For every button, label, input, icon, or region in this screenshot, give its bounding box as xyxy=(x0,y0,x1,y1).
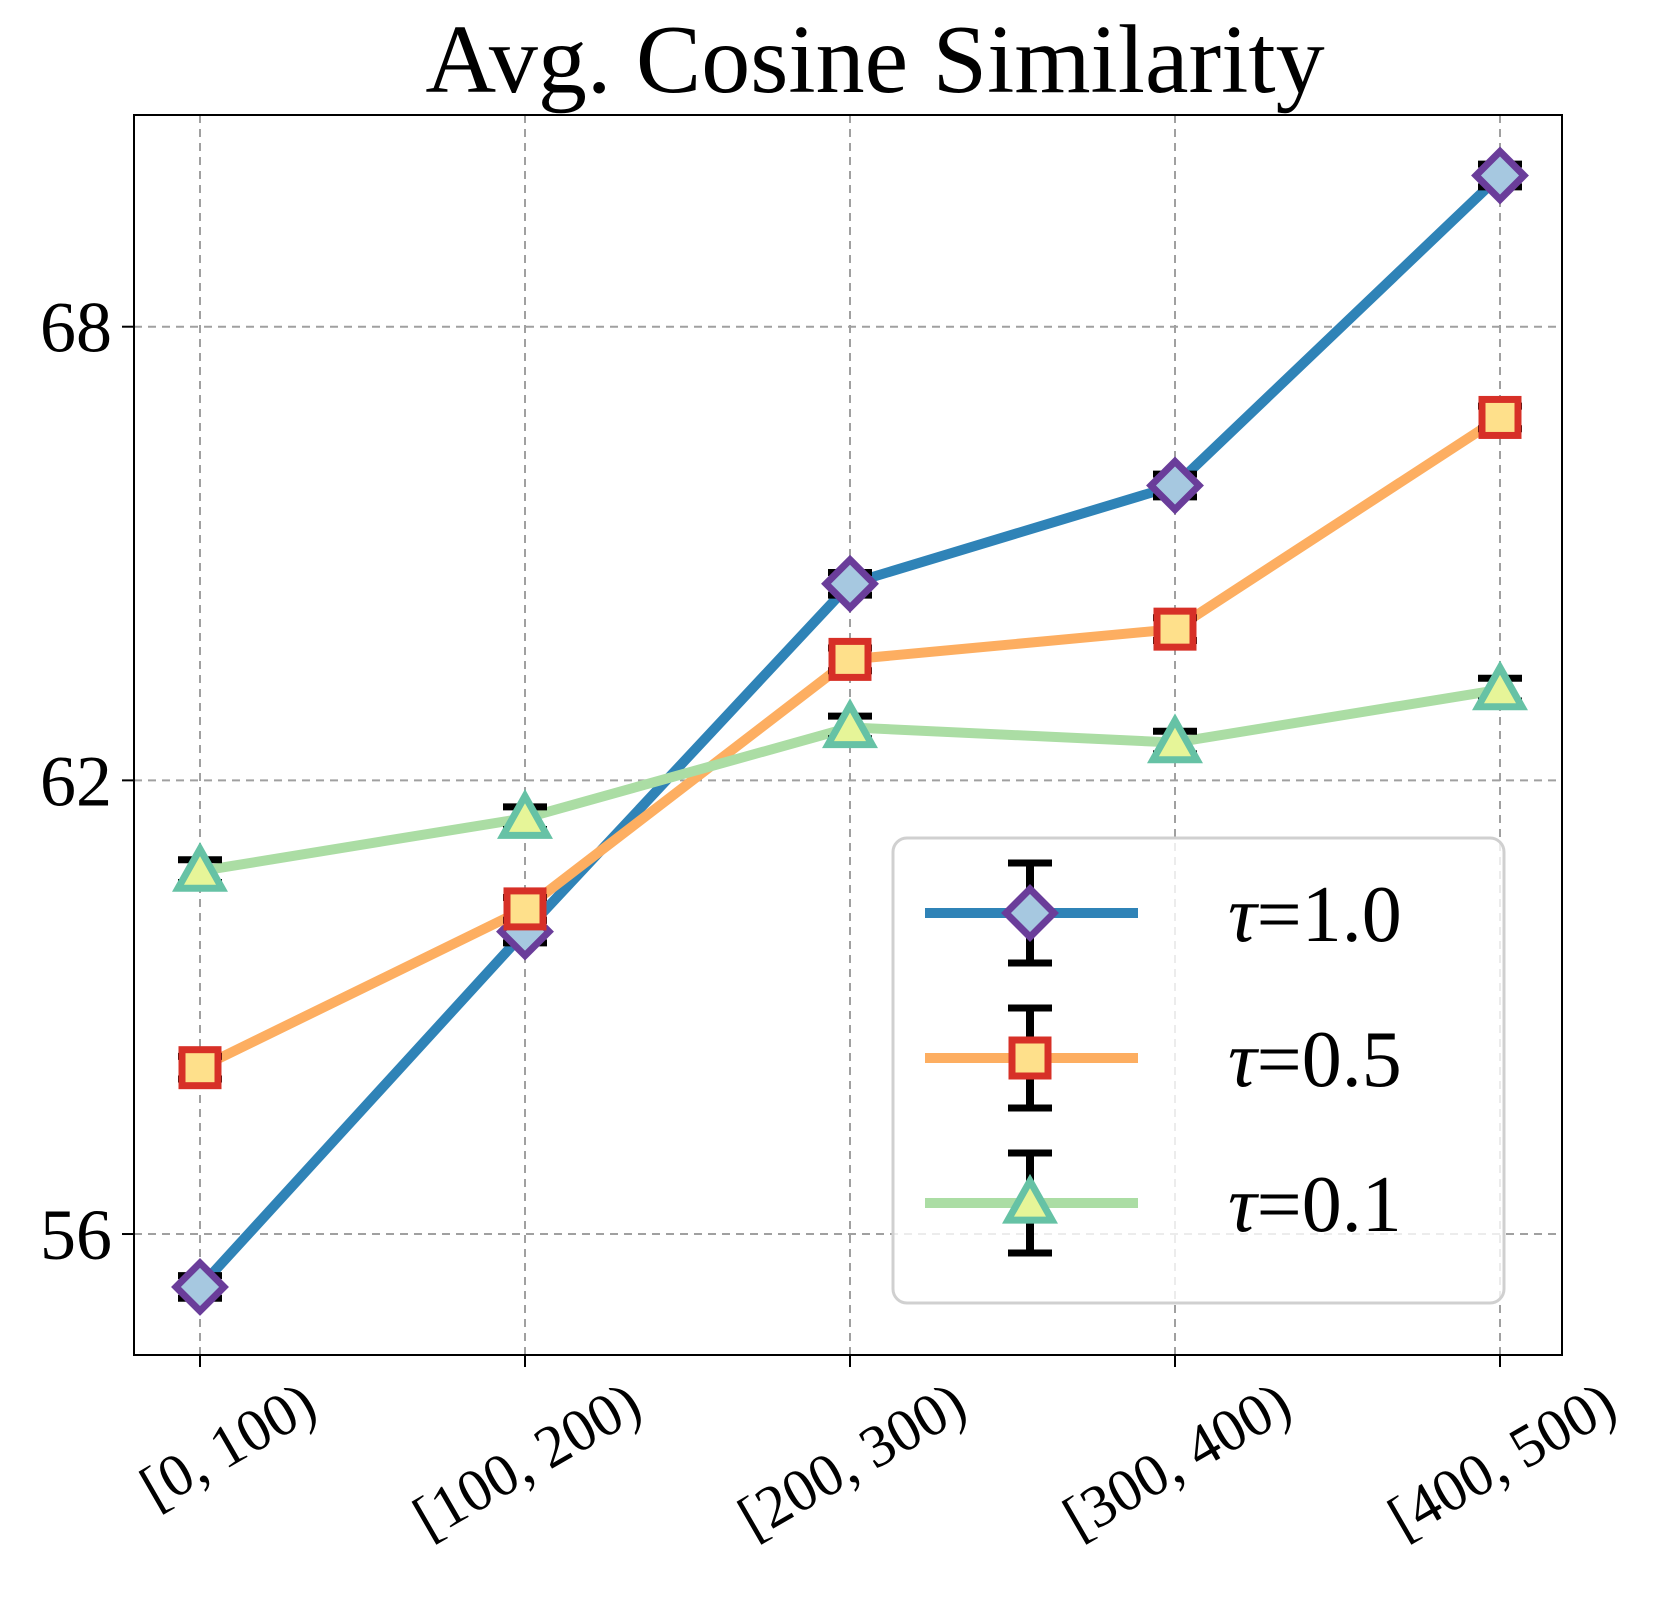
y-tick-label: 62 xyxy=(40,741,112,821)
legend-marker xyxy=(1001,884,1059,942)
data-point xyxy=(1147,713,1203,764)
legend-label: τ=0.5 xyxy=(1228,1016,1402,1104)
y-axis: 56 62 68 xyxy=(40,288,134,1275)
legend-label: τ=0.1 xyxy=(1228,1161,1402,1249)
data-point xyxy=(1478,395,1522,439)
series-square xyxy=(178,395,1522,1090)
data-point xyxy=(1153,607,1197,651)
data-point xyxy=(178,1046,222,1090)
y-tick-label: 56 xyxy=(40,1195,112,1275)
chart-title: Avg. Cosine Similarity xyxy=(425,6,1324,114)
data-point xyxy=(171,1258,229,1316)
legend-marker xyxy=(1002,1173,1058,1224)
x-tick-label: [0, 100) xyxy=(129,1369,327,1521)
legend-box xyxy=(891,836,1506,1305)
x-axis: [0, 100) [100, 200) [200, 300) [300, 400) [4… xyxy=(129,1355,1627,1551)
series-triangle xyxy=(172,660,1528,892)
legend-tau-symbol: τ xyxy=(1228,871,1260,959)
data-point xyxy=(503,887,547,931)
x-tick-label: [300, 400) xyxy=(1052,1369,1301,1551)
legend-value: =0.5 xyxy=(1257,1016,1402,1104)
data-point xyxy=(497,789,553,839)
series-layer xyxy=(171,146,1529,1316)
legend-value: =1.0 xyxy=(1257,871,1402,959)
data-point xyxy=(828,637,872,681)
data-point xyxy=(172,841,228,892)
plot-frame xyxy=(133,114,1563,1356)
x-tick-label: [200, 300) xyxy=(727,1369,976,1551)
x-tick-label: [400, 500) xyxy=(1377,1369,1626,1551)
legend-marker xyxy=(1008,1036,1052,1080)
series-diamond xyxy=(171,146,1529,1316)
legend: τ=1.0τ=0.5τ=0.1 xyxy=(891,836,1506,1305)
data-point xyxy=(1471,146,1529,205)
x-tick-label: [100, 200) xyxy=(402,1369,651,1551)
legend-label: τ=1.0 xyxy=(1228,871,1402,959)
data-point xyxy=(1146,456,1204,515)
legend-tau-symbol: τ xyxy=(1228,1161,1260,1249)
data-point xyxy=(1472,660,1528,711)
data-point xyxy=(821,554,879,613)
y-tick-label: 68 xyxy=(40,288,112,368)
legend-tau-symbol: τ xyxy=(1228,1016,1260,1104)
legend-value: =0.1 xyxy=(1257,1161,1402,1249)
data-point xyxy=(822,698,878,749)
